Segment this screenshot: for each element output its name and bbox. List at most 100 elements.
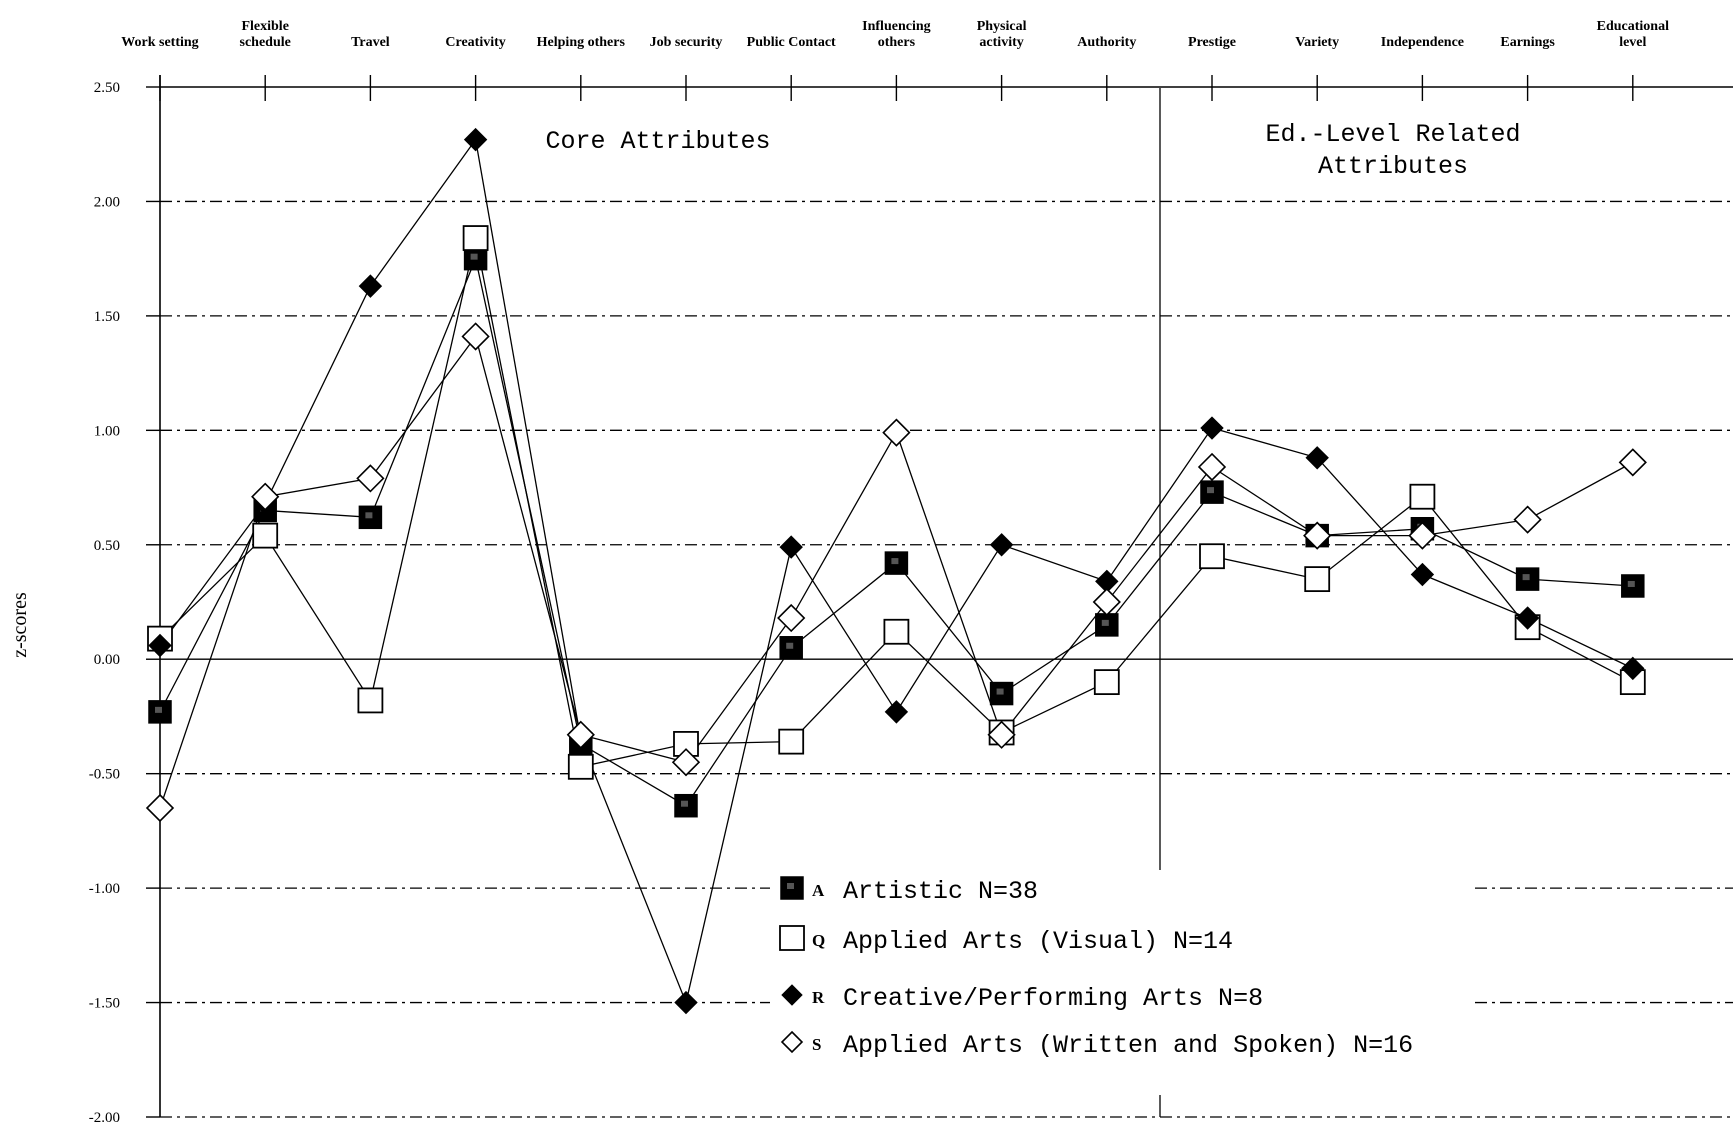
data-point: [357, 687, 384, 714]
marker-square-open: [883, 618, 910, 645]
data-point: [1408, 521, 1437, 550]
marker-diamond-open: [777, 603, 806, 633]
data-point: [463, 127, 488, 152]
legend-entry-A: A Artistic N=38: [780, 876, 1038, 906]
data-point: [777, 603, 806, 633]
section-label: Attributes: [1318, 152, 1468, 181]
marker-diamond-filled: [1410, 562, 1435, 587]
data-point: [674, 793, 698, 818]
marker-square-open: [1409, 483, 1436, 510]
x-category-label: Travel: [351, 35, 390, 50]
legend-label: Applied Arts (Visual) N=14: [843, 927, 1233, 956]
marker-diamond-filled: [358, 274, 383, 298]
data-point: [251, 482, 280, 511]
marker-square-open: [462, 225, 489, 251]
marker-square-open: [567, 753, 594, 780]
data-point: [989, 533, 1014, 557]
marker-square-open: [357, 687, 384, 714]
y-tick-label: 1.50: [94, 309, 120, 325]
data-point: [779, 636, 803, 660]
marker-diamond-open: [1513, 505, 1542, 534]
legend-entry-Q: Q Applied Arts (Visual) N=14: [779, 925, 1233, 956]
x-category-label: Educational: [1597, 19, 1669, 34]
marker-diamond-filled: [989, 533, 1014, 557]
marker-diamond-open: [671, 748, 701, 777]
marker-diamond-open: [987, 720, 1016, 749]
data-point: [1515, 567, 1540, 591]
legend-letter: A: [812, 881, 825, 900]
y-tick-label: -0.50: [89, 767, 120, 783]
legend: A Artistic N=38 Q Applied Arts (Visual) N=1…: [779, 876, 1413, 1060]
marker-diamond-filled: [148, 633, 172, 658]
legend-label: Applied Arts (Written and Spoken) N=16: [843, 1031, 1413, 1060]
y-tick-label: -2.00: [89, 1110, 120, 1125]
x-category-label: Helping others: [537, 35, 626, 50]
marker-square-filled-highlight: [1627, 580, 1635, 587]
x-category-label: Prestige: [1188, 35, 1236, 50]
marker-square-filled-highlight: [470, 253, 478, 260]
axes: 2.50 2.00 1.50 1.00 0.50 0.00 -0.50 -1.00 -1.50 -…: [9, 19, 1669, 1125]
data-point: [1095, 613, 1119, 637]
section-label: Core Attributes: [545, 127, 770, 156]
marker-diamond-open: [1618, 448, 1647, 477]
data-point: [1305, 446, 1329, 470]
marker-square-filled-highlight: [1522, 574, 1530, 581]
x-category-label: Earnings: [1500, 35, 1555, 50]
marker-square-open: [778, 728, 805, 755]
grid-lines: [160, 86, 1733, 1118]
data-point: [252, 522, 279, 549]
data-point: [461, 322, 490, 351]
series-lines: [145, 127, 1647, 1015]
y-tick-label: 2.50: [94, 80, 120, 96]
x-category-label: activity: [979, 35, 1023, 50]
x-category-label: Job security: [650, 35, 723, 50]
data-point: [674, 990, 698, 1015]
y-tick-label: 1.00: [94, 423, 120, 439]
y-tick-label: -1.00: [89, 881, 120, 897]
marker-diamond-filled: [1621, 656, 1645, 681]
section-label: Ed.-Level Related: [1265, 120, 1520, 149]
marker-square-filled-highlight: [996, 688, 1004, 695]
data-point: [358, 274, 383, 298]
data-point: [358, 505, 383, 530]
series-markers-R: [148, 127, 1645, 1015]
marker-diamond-open: [780, 1030, 804, 1054]
legend-entry-R: R Creative/Performing Arts N=8: [781, 984, 1263, 1013]
x-category-label: Creativity: [445, 35, 505, 50]
data-point: [1621, 574, 1645, 598]
marker-diamond-open: [1303, 521, 1332, 550]
x-category-label: level: [1619, 35, 1646, 50]
marker-square-open: [1199, 543, 1225, 570]
data-point: [462, 225, 489, 251]
data-point: [671, 748, 701, 777]
data-point: [1200, 480, 1224, 504]
data-point: [567, 753, 594, 780]
marker-diamond-open: [1092, 587, 1121, 617]
data-point: [566, 720, 595, 749]
series-markers-S: [145, 322, 1647, 823]
marker-diamond-open: [145, 793, 175, 823]
data-point: [1621, 656, 1645, 681]
marker-diamond-filled: [781, 984, 803, 1006]
marker-diamond-open: [882, 418, 911, 447]
legend-letter: Q: [812, 931, 825, 950]
marker-diamond-open: [1197, 452, 1227, 482]
data-point: [1200, 416, 1224, 440]
y-tick-label: 2.00: [94, 194, 120, 210]
y-tick-label: 0.50: [94, 538, 120, 554]
data-point: [1303, 521, 1332, 550]
y-tick-label: -1.50: [89, 996, 120, 1012]
marker-diamond-filled: [1305, 446, 1329, 470]
marker-square-open: [779, 925, 805, 951]
data-point: [1092, 587, 1121, 617]
marker-diamond-open: [251, 482, 280, 511]
marker-square-filled-highlight: [365, 512, 373, 519]
data-point: [884, 551, 909, 575]
marker-square-filled-highlight: [681, 800, 688, 807]
y-axis-title: z-scores: [9, 592, 31, 658]
data-point: [148, 700, 172, 724]
data-point: [1513, 505, 1542, 534]
x-category-label: Influencing: [862, 19, 930, 34]
marker-square-open: [1304, 566, 1331, 593]
